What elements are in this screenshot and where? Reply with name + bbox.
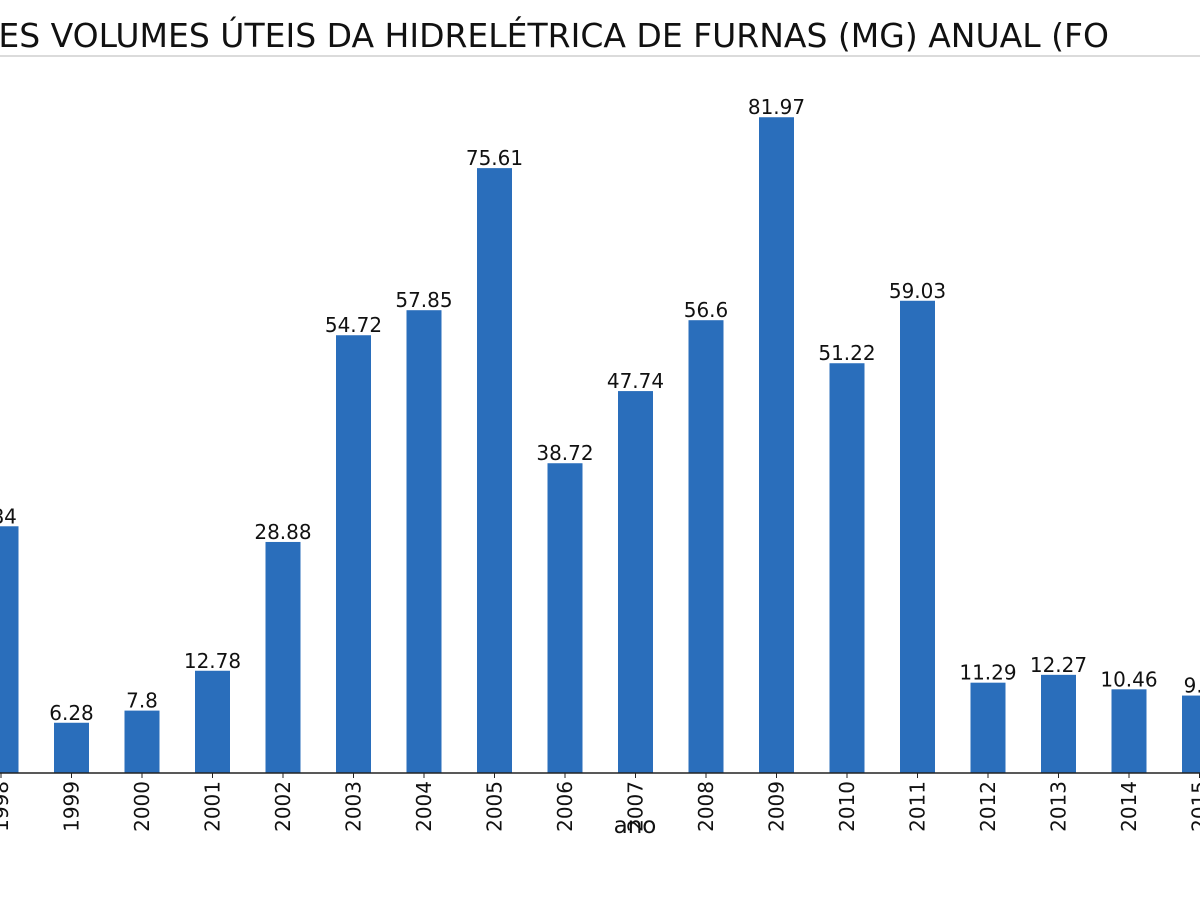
bar-2000 xyxy=(124,710,160,773)
x-tick-label-2015: 2015 xyxy=(1188,781,1200,832)
value-label-2014: 10.46 xyxy=(1100,667,1157,691)
value-label-1998: .84 xyxy=(0,504,17,528)
value-label-2010: 51.22 xyxy=(818,341,875,365)
x-tick-label-2000: 2000 xyxy=(130,781,154,832)
value-label-2000: 7.8 xyxy=(126,689,158,713)
x-tick-label-2003: 2003 xyxy=(342,781,366,832)
value-label-2011: 59.03 xyxy=(889,279,946,303)
bar-2013 xyxy=(1041,674,1076,773)
bars-layer xyxy=(0,117,1200,774)
value-label-1999: 6.28 xyxy=(49,701,94,725)
bar-2004 xyxy=(406,310,442,773)
bar-2009 xyxy=(759,117,794,774)
x-axis-label: ano xyxy=(614,813,657,839)
bar-1999 xyxy=(54,722,89,773)
x-tick-label-2007: 2007 xyxy=(624,781,648,832)
bar-2015 xyxy=(1182,695,1200,773)
x-tick-label-2009: 2009 xyxy=(765,781,789,832)
x-tick-label-2011: 2011 xyxy=(906,781,930,832)
x-tick-label-2012: 2012 xyxy=(976,781,1000,832)
x-tick-label-1999: 1999 xyxy=(60,781,84,832)
value-label-2005: 75.61 xyxy=(466,146,523,170)
value-label-2007: 47.74 xyxy=(607,369,664,393)
value-label-2013: 12.27 xyxy=(1030,653,1087,677)
bar-2002 xyxy=(265,541,301,773)
chart-title: LES VOLUMES ÚTEIS DA HIDRELÉTRICA DE FUR… xyxy=(0,15,1109,55)
x-tick-label-2010: 2010 xyxy=(835,781,859,832)
value-labels-layer: .84 6.28 7.8 12.78 28.88 54.72 57.85 75.61 38.72… xyxy=(0,95,1200,725)
bar-2010 xyxy=(829,363,865,773)
value-label-2012: 11.29 xyxy=(959,661,1016,685)
value-label-2002: 28.88 xyxy=(254,520,311,544)
value-label-2015: 9.6 xyxy=(1184,674,1200,698)
bar-2012 xyxy=(970,682,1006,773)
bar-2001 xyxy=(195,670,230,773)
value-label-2009: 81.97 xyxy=(748,95,805,119)
bar-2006 xyxy=(547,463,583,773)
x-tick-label-2013: 2013 xyxy=(1047,781,1071,832)
bar-2011 xyxy=(900,300,935,773)
bar-1998 xyxy=(0,526,19,773)
x-tick-label-2006: 2006 xyxy=(553,781,577,832)
bar-2005 xyxy=(477,168,512,773)
x-tick-label-2004: 2004 xyxy=(412,781,436,832)
bar-2003 xyxy=(336,335,371,773)
x-tick-label-1998: 1998 xyxy=(0,781,13,832)
bar-2014 xyxy=(1111,689,1147,773)
x-tick-label-2014: 2014 xyxy=(1117,781,1141,832)
x-tick-label-2008: 2008 xyxy=(694,781,718,832)
value-label-2004: 57.85 xyxy=(395,288,452,312)
value-label-2006: 38.72 xyxy=(536,441,593,465)
bar-2007 xyxy=(618,391,653,773)
x-tick-label-2001: 2001 xyxy=(201,781,225,832)
value-label-2001: 12.78 xyxy=(184,649,241,673)
x-ticks-layer: 1998 1999 2000 2001 2002 2003 2004 2005 2006 2007… xyxy=(0,773,1200,832)
bar-2008 xyxy=(688,320,724,773)
x-tick-label-2002: 2002 xyxy=(271,781,295,832)
value-label-2003: 54.72 xyxy=(325,313,382,337)
x-tick-label-2005: 2005 xyxy=(483,781,507,832)
value-label-2008: 56.6 xyxy=(684,298,729,322)
